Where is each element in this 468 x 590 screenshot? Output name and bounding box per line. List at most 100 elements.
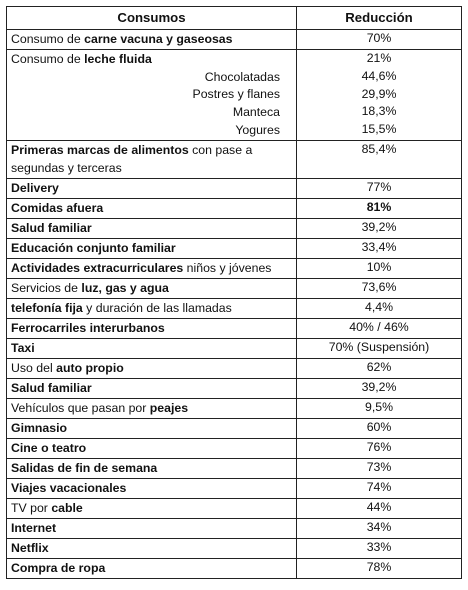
row-value-cell: 73% [296,457,462,479]
row-value: 74% [366,479,392,494]
table-body: Consumo de carne vacuna y gaseosas 70% Con… [6,29,462,579]
table-header-row: Consumos Reducción [6,6,462,30]
row-label-cell: Vehículos que pasan por peajes [6,397,297,419]
row-label: Consumo de leche fluida [11,50,292,69]
row-value: 62% [366,359,392,374]
row-value: 70% [366,31,392,45]
row-label-pre: Consumo de [11,52,85,66]
row-value: 10% [366,259,392,274]
row-label-cell: Cine o teatro [6,437,297,459]
row-label-bold: Salud familiar [11,220,92,235]
table-row: Gimnasio 60% [6,417,462,439]
table-row: Cine o teatro 76% [6,437,462,459]
row-label-cell: Salud familiar [6,217,297,239]
row-label: Internet [11,519,292,538]
row-label-cell: Comidas afuera [6,197,297,219]
row-value-cell: 74% [296,477,462,499]
row-label-pre: TV por [11,500,52,515]
row-label-pre: Servicios de [11,280,82,295]
row-value: 34% [366,519,392,534]
row-label-bold: Salud familiar [11,380,92,395]
row-label-bold: cable [51,500,83,515]
row-label-cell: TV por cable [6,497,297,519]
subitem-value: 29,9% [361,86,397,101]
subitem-value: 44,6% [361,68,397,83]
table-row: Primeras marcas de alimentos con pase a … [6,139,462,179]
row-label: Educación conjunto familiar [11,239,292,258]
row-label-bold: Comidas afuera [11,200,104,215]
table-row: Salud familiar 39,2% [6,217,462,239]
table-row: Viajes vacacionales 74% [6,477,462,499]
table-row: telefonía fija y duración de las llamada… [6,297,462,319]
row-label-bold: Primeras marcas de alimentos [11,142,189,157]
row-value: 70% (Suspensión) [328,339,430,354]
row-label-bold: Educación conjunto familiar [11,240,176,255]
row-value-cell: 10% [296,257,462,279]
row-label-cell: telefonía fija y duración de las llamada… [6,297,297,319]
row-label-pre: Consumo de [11,32,85,46]
row-label: TV por cable [11,499,292,518]
row-value-cell: 76% [296,437,462,459]
row-label-bold: Delivery [11,180,59,195]
row-value: 39,2% [361,379,397,394]
row-value: 4,4% [364,299,394,314]
row-value-cell: 39,2% [296,217,462,239]
row-label-bold: Gimnasio [11,420,68,435]
row-value: 33,4% [361,239,397,254]
table-row: Actividades extracurriculares niños y jó… [6,257,462,279]
row-label: Salud familiar [11,379,292,398]
consumption-reduction-table: Consumos Reducción Consumo de carne vacu… [6,6,462,579]
table-row: Consumo de carne vacuna y gaseosas 70% [6,29,462,50]
row-label-post: con pase a segundas y terceras [11,142,253,176]
row-value: 81% [366,199,392,214]
row-label-cell: Taxi [6,337,297,359]
row-value-cell: 60% [296,417,462,439]
row-value-cell: 77% [296,177,462,199]
row-label: Cine o teatro [11,439,292,458]
row-label-bold: Taxi [11,340,35,355]
row-label: Viajes vacacionales [11,479,292,498]
subitem-value: 15,5% [361,122,397,137]
row-label-cell: Salidas de fin de semana [6,457,297,479]
row-value: 39,2% [361,219,397,234]
table-row: Uso del auto propio 62% [6,357,462,379]
row-label: Servicios de luz, gas y agua [11,279,292,298]
subitem-label: Yogures [235,122,280,137]
row-value-cell: 73,6% [296,277,462,299]
row-value: 21% [366,51,392,65]
row-label: Netflix [11,539,292,558]
row-value: 85,4% [361,141,397,156]
table-row: TV por cable 44% [6,497,462,519]
row-value: 77% [366,179,392,194]
row-label: Actividades extracurriculares niños y jó… [11,259,292,278]
row-label-bold: Cine o teatro [11,440,87,455]
row-value-cell: 34% [296,517,462,539]
table-row: Comidas afuera 81% [6,197,462,219]
row-label-post: y duración de las llamadas [82,300,232,315]
header-consumos: Consumos [6,6,297,30]
table-row: Internet 34% [6,517,462,539]
row-value: 60% [366,419,392,434]
row-label-cell: Servicios de luz, gas y agua [6,277,297,299]
row-label: Salidas de fin de semana [11,459,292,478]
row-label-cell: Consumo de leche fluida Chocolatadas Postr… [6,49,297,141]
row-value-cell: 4,4% [296,297,462,319]
row-label-cell: Compra de ropa [6,557,297,579]
row-label-bold: leche fluida [84,52,152,66]
row-value: 73% [366,459,392,474]
row-value-cell: 81% [296,197,462,219]
row-value: 78% [366,559,392,574]
row-label-cell: Internet [6,517,297,539]
row-label: Gimnasio [11,419,292,438]
row-value-cell: 70% (Suspensión) [296,337,462,359]
row-label-pre: Vehículos que pasan por [11,400,150,415]
row-label-bold: Viajes vacacionales [11,480,127,495]
row-value: 76% [366,439,392,454]
row-value: 40% / 46% [349,319,409,334]
row-label-bold: Salidas de fin de semana [11,460,158,475]
row-value: 73,6% [361,279,397,294]
table-row: Taxi 70% (Suspensión) [6,337,462,359]
row-label-post: niños y jóvenes [183,260,272,275]
subitem-value: 18,3% [361,104,397,119]
row-label-cell: Consumo de carne vacuna y gaseosas [6,29,297,50]
